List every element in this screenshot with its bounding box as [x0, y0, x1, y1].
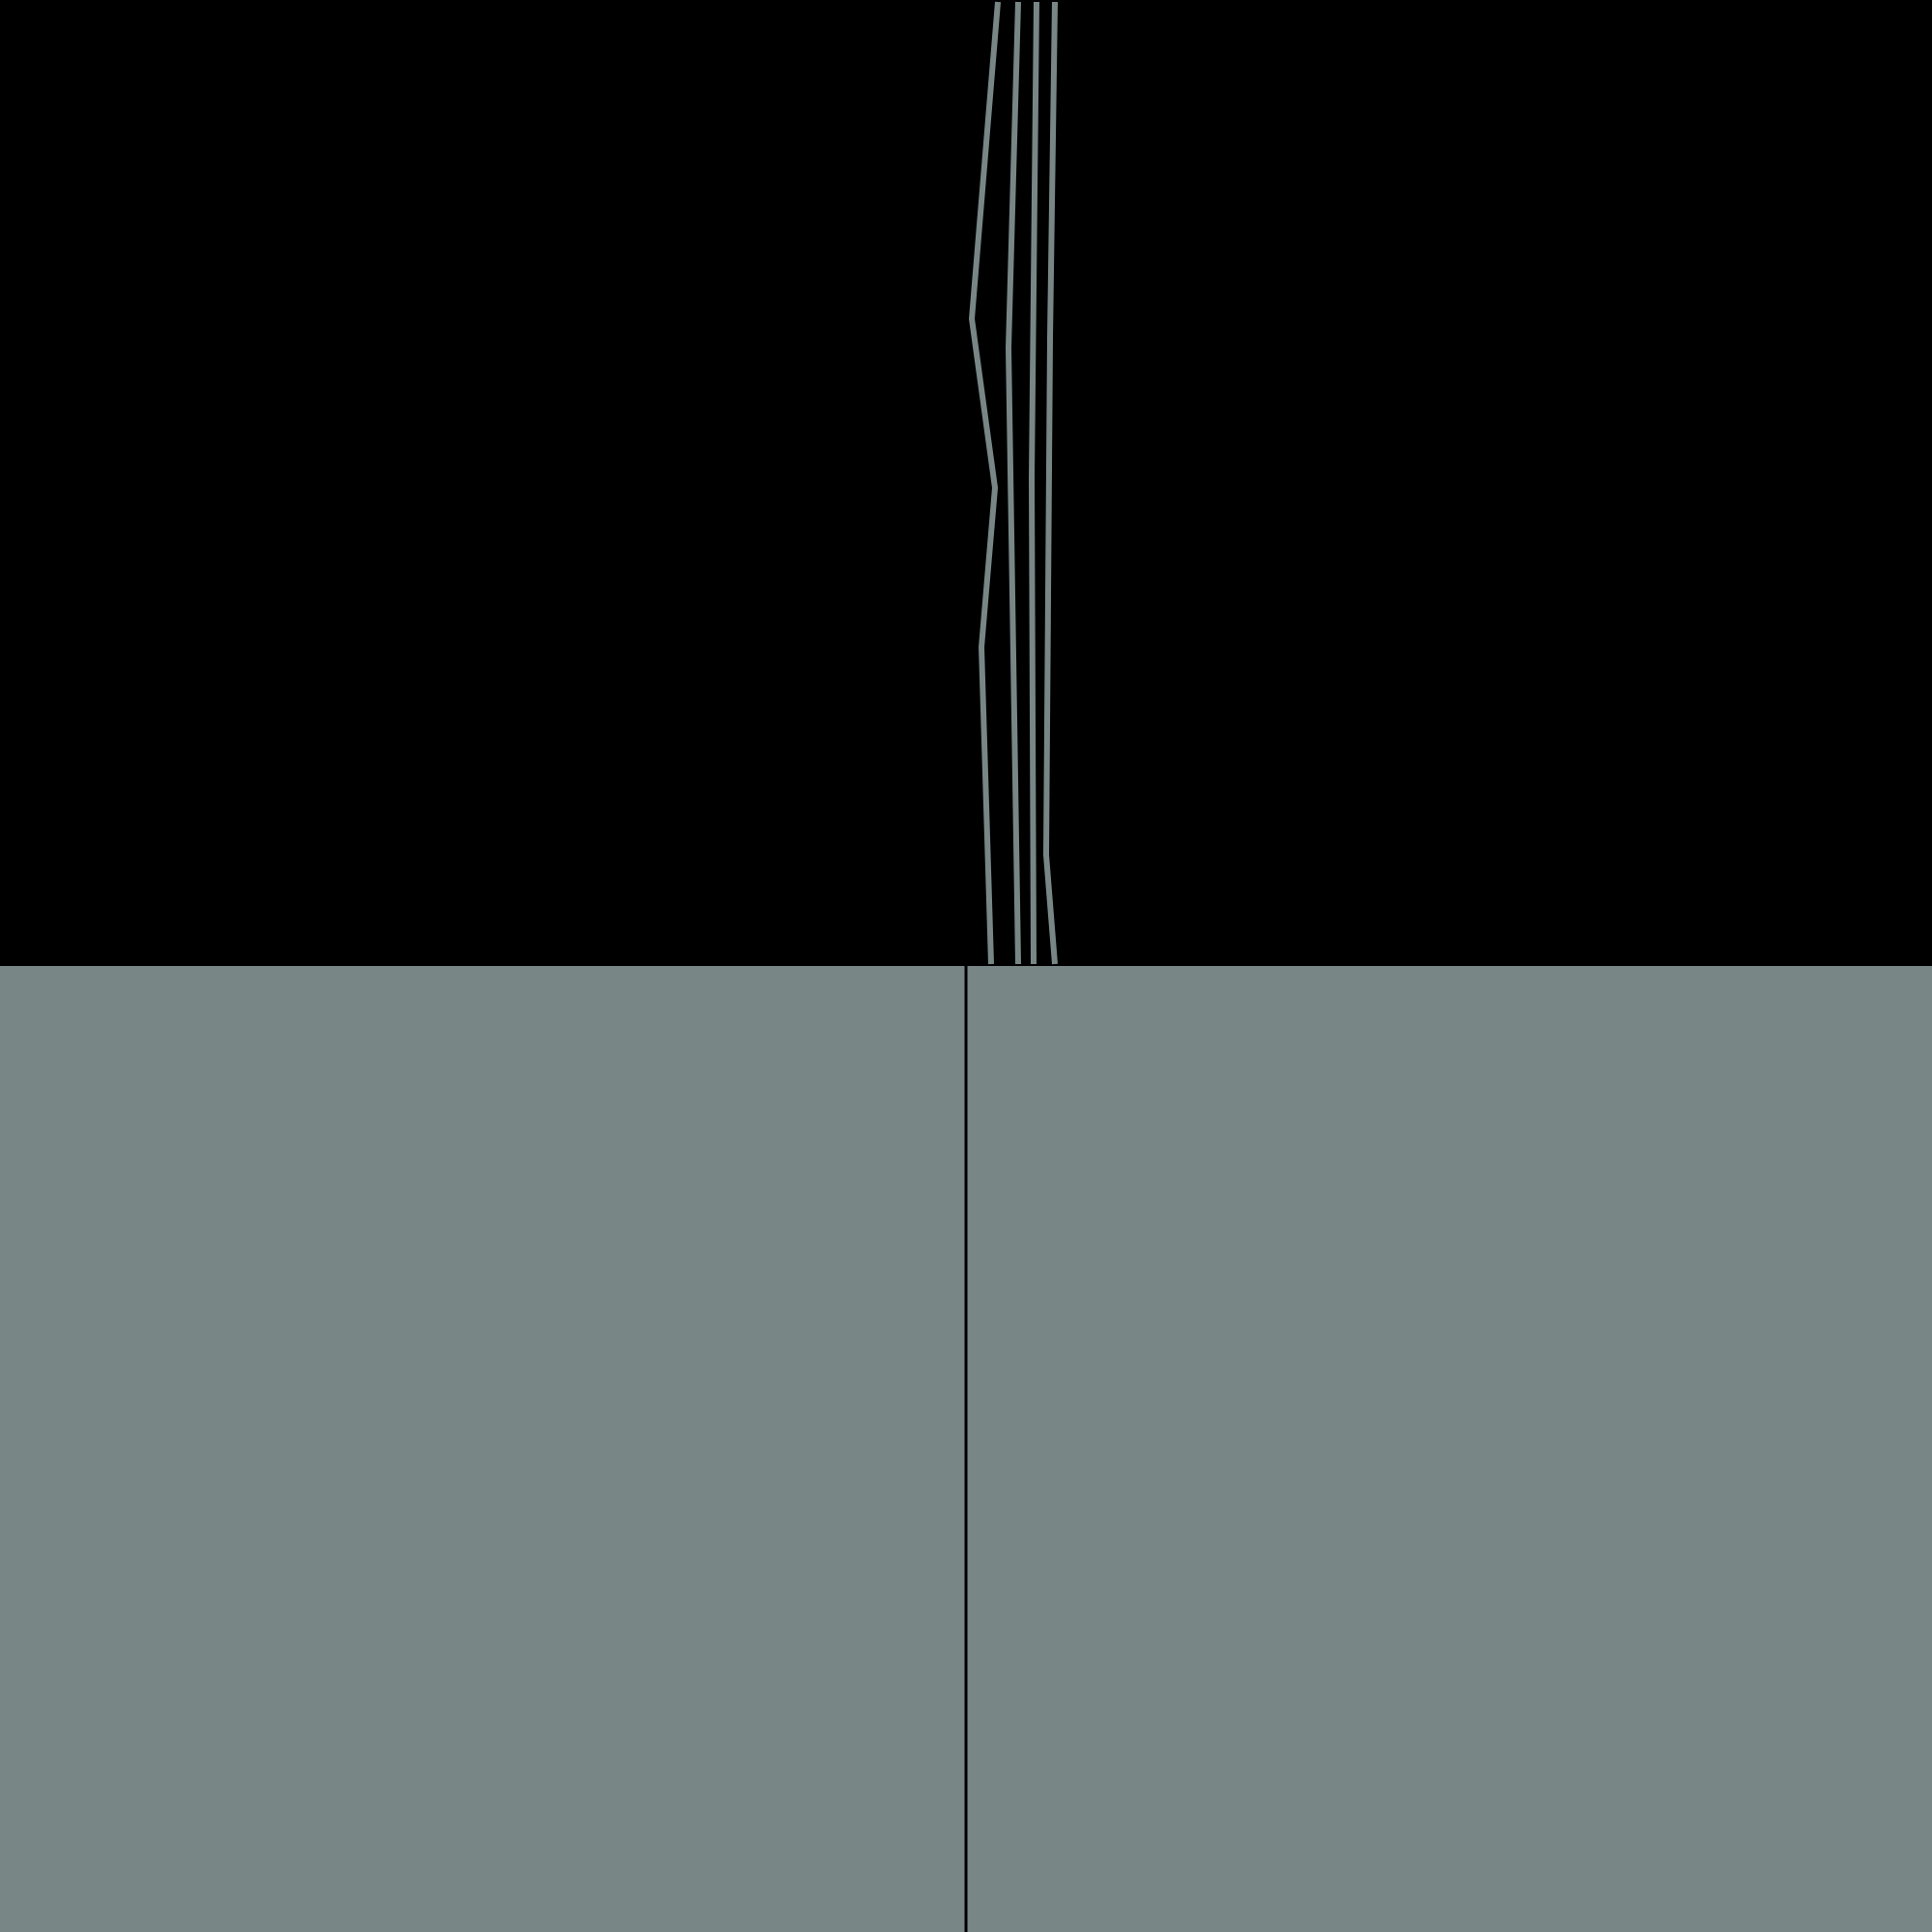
tile-right	[966, 966, 1932, 1932]
line-3	[1028, 1, 1039, 965]
lower-tiles	[0, 966, 1932, 1932]
tile-left	[0, 966, 966, 1932]
line-4	[1042, 1, 1058, 965]
line-1	[968, 1, 1001, 965]
line-2	[1005, 1, 1021, 965]
vertical-lines	[968, 1, 1058, 965]
